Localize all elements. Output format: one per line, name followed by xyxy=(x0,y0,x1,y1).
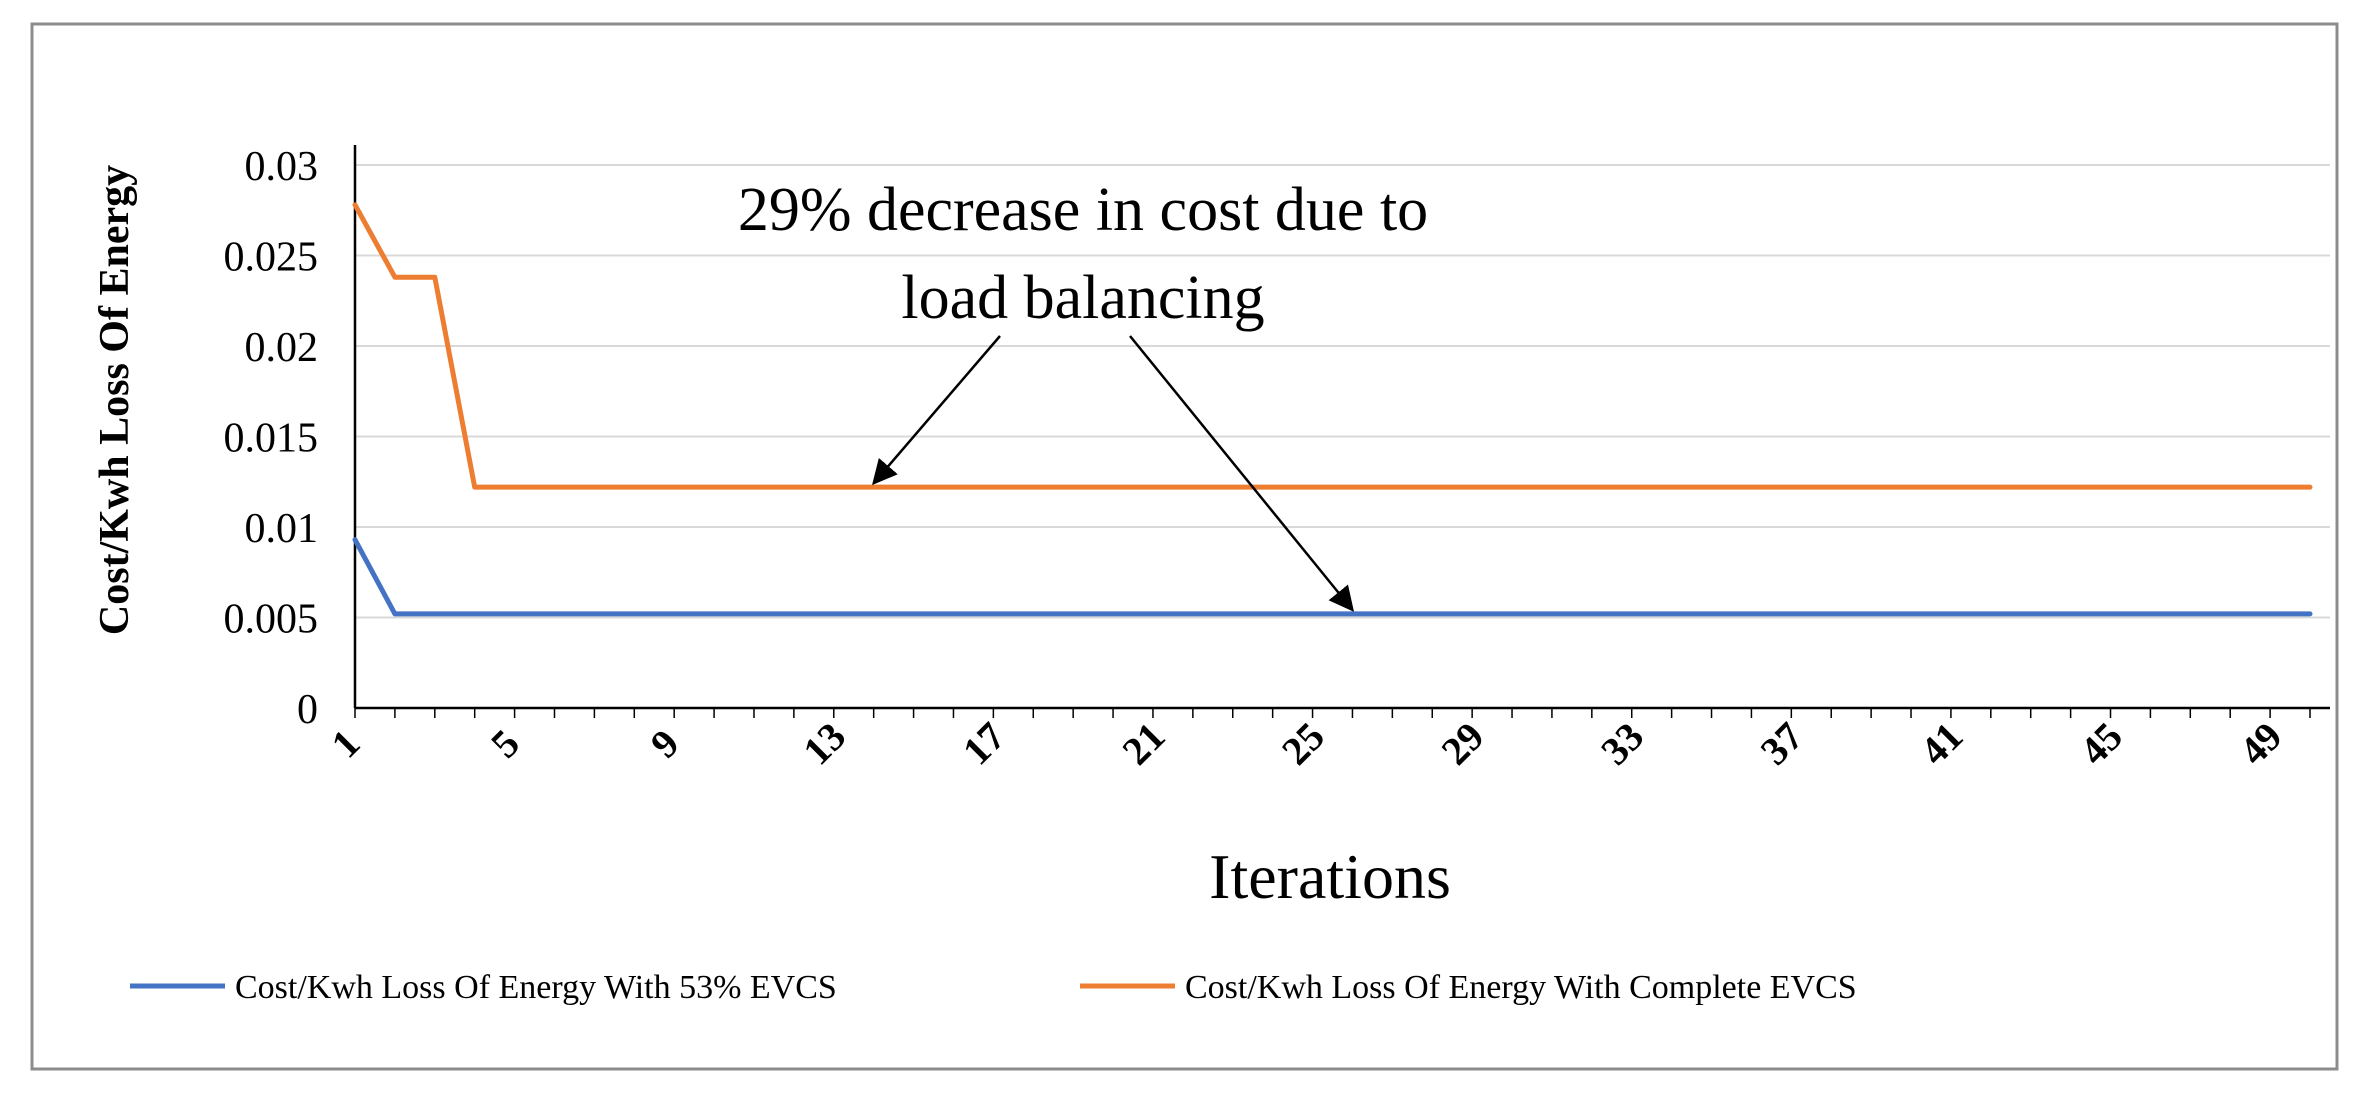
annotation-text-line-1: 29% decrease in cost due to xyxy=(738,176,1428,244)
y-tick-label-2: 0.01 xyxy=(245,506,319,552)
y-tick-label-5: 0.025 xyxy=(224,235,319,281)
legend: Cost/Kwh Loss Of Energy With 53% EVCS Cos… xyxy=(130,969,1857,1006)
y-tick-label-3: 0.015 xyxy=(224,416,319,462)
outer-frame xyxy=(30,22,2339,1071)
annotation-arrow-1 xyxy=(872,335,1001,486)
legend-label-1: Cost/Kwh Loss Of Energy With Complete EV… xyxy=(1185,969,1857,1006)
series-lines xyxy=(352,202,2313,617)
x-axis-label: Iterations xyxy=(1209,841,1451,912)
annotation-text-line-2: load balancing xyxy=(901,264,1264,332)
series-line-0 xyxy=(352,537,2313,617)
annotation: 29% decrease in cost due to load balancin… xyxy=(738,176,1428,612)
y-tick-label-1: 0.005 xyxy=(224,597,319,643)
y-tick-label-0: 0 xyxy=(297,687,318,733)
series-line-1 xyxy=(352,202,2313,490)
annotation-arrow-2 xyxy=(1129,335,1355,612)
gridlines xyxy=(355,164,2330,619)
y-tick-label-6: 0.03 xyxy=(245,144,319,190)
y-tick-label-4: 0.02 xyxy=(245,325,319,371)
y-axis-label: Cost/Kwh Loss Of Energy xyxy=(92,165,138,635)
legend-label-0: Cost/Kwh Loss Of Energy With 53% EVCS xyxy=(235,969,837,1006)
